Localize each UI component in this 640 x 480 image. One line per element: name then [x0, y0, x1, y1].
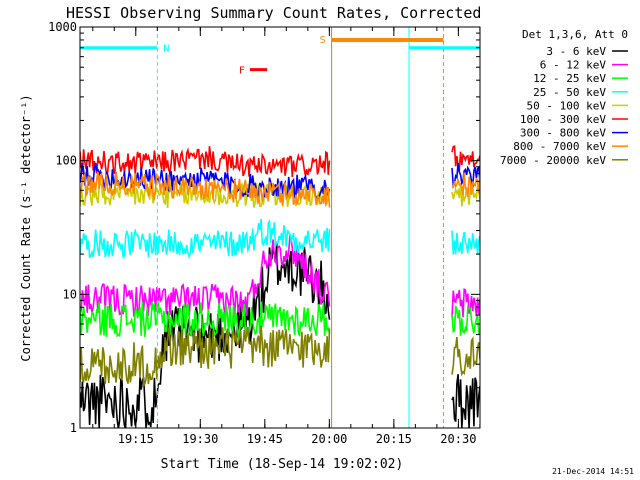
legend-header: Det 1,3,6, Att 0 — [522, 28, 628, 41]
y-tick-label: 1000 — [48, 20, 77, 34]
night-bar-label: N — [163, 44, 169, 55]
series-9-segment-2 — [451, 336, 480, 377]
axes-layer: 1 10 100 1000 19:15 19:30 19:45 20:00 20:15 20:30 — [48, 20, 481, 446]
series-8-segment-1 — [80, 171, 331, 208]
series-3-segment-2 — [451, 305, 480, 336]
x-tick-label: 20:15 — [376, 432, 412, 446]
series-6-segment-2 — [451, 144, 480, 171]
legend-label-8: 800 - 7000 keV — [513, 140, 606, 153]
series-layer — [80, 144, 480, 428]
x-axis-label: Start Time (18-Sep-14 19:02:02) — [161, 457, 404, 472]
y-tick-label: 10 — [63, 287, 77, 301]
saa-bar-label: S — [320, 35, 326, 46]
y-tick-label: 100 — [55, 154, 77, 168]
x-tick-label: 19:45 — [247, 432, 283, 446]
print-timestamp: 21-Dec-2014 14:51 — [552, 467, 634, 476]
series-4-segment-1 — [80, 218, 331, 259]
x-tick-label: 19:30 — [182, 432, 218, 446]
series-5-segment-2 — [451, 183, 480, 207]
series-4-segment-2 — [451, 230, 480, 255]
plot-frame — [79, 26, 481, 429]
legend-label-6: 100 - 300 keV — [520, 113, 606, 126]
series-7-segment-1 — [80, 162, 331, 200]
legend-label-5: 50 - 100 keV — [527, 99, 607, 112]
legend-label-9: 7000 - 20000 keV — [500, 154, 606, 167]
series-1-segment-2 — [451, 374, 480, 428]
legend-label-3: 12 - 25 keV — [533, 72, 606, 85]
legend-label-4: 25 - 50 keV — [533, 86, 606, 99]
y-tick-label: 1 — [70, 421, 77, 435]
series-6-segment-1 — [80, 146, 331, 178]
y-axis-label: Corrected Count Rate (s⁻¹ detector⁻¹) — [19, 94, 33, 361]
series-3-segment-1 — [80, 301, 331, 339]
series-7-segment-2 — [451, 162, 480, 189]
x-tick-label: 20:30 — [440, 432, 476, 446]
series-2-segment-2 — [451, 287, 480, 318]
legend-label-1: 3 - 6 keV — [546, 45, 606, 58]
legend-label-2: 6 - 12 keV — [540, 59, 607, 72]
legend-label-7: 300 - 800 keV — [520, 127, 606, 140]
x-tick-label: 19:15 — [118, 432, 154, 446]
flare-marker-label: F — [239, 66, 245, 77]
series-9-segment-1 — [80, 325, 331, 388]
chart-title: HESSI Observing Summary Count Rates, Cor… — [66, 4, 481, 22]
series-8-segment-2 — [451, 172, 480, 197]
x-tick-label: 20:00 — [311, 432, 347, 446]
